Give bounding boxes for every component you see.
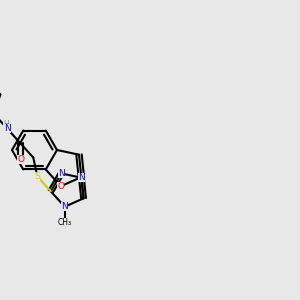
Text: O: O [57, 182, 64, 191]
Text: CH₃: CH₃ [58, 218, 72, 227]
Text: H: H [3, 120, 9, 129]
Text: N: N [78, 173, 85, 182]
Text: N: N [58, 169, 64, 178]
Text: O: O [17, 155, 24, 164]
Text: N: N [61, 202, 68, 211]
Text: S: S [34, 172, 40, 181]
Text: N: N [4, 124, 11, 133]
